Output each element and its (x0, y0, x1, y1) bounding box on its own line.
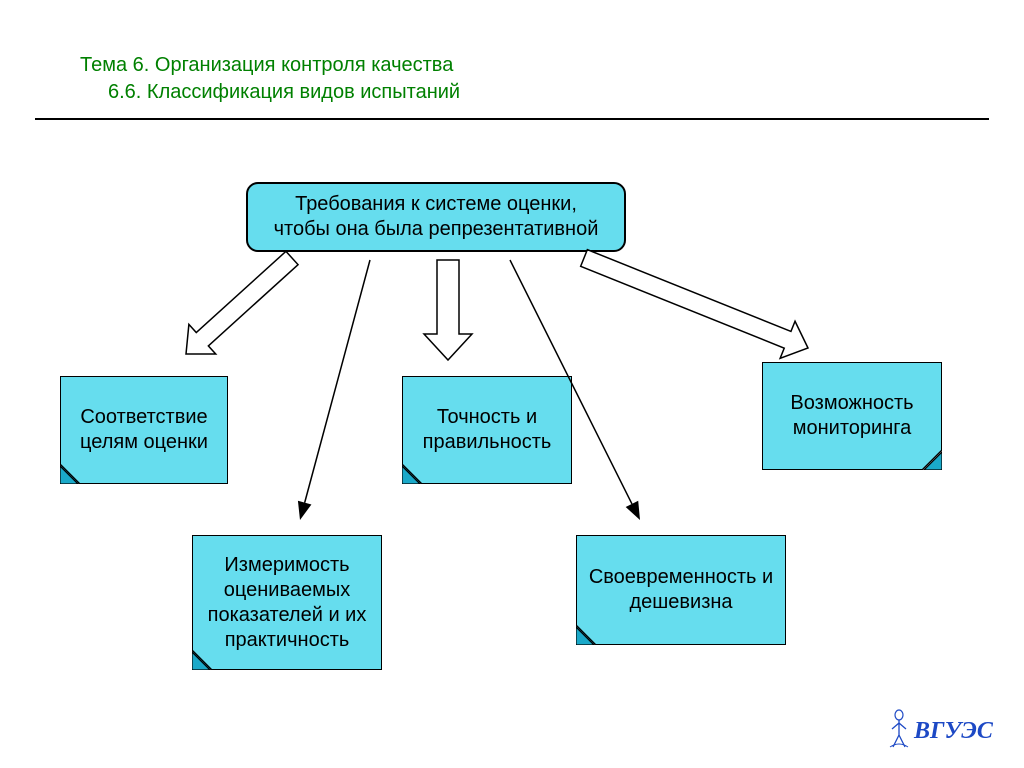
logo: ВГУЭС (884, 705, 994, 750)
top-box-line-2: чтобы она была репрезентативной (274, 217, 599, 242)
slide-title: Тема 6. Организация контроля качества 6.… (80, 52, 460, 106)
note-text: Измеримость оцениваемых показателей и их… (203, 553, 371, 653)
block-arrow (424, 260, 472, 360)
note-text: Точность и правильность (413, 405, 561, 455)
thin-arrow-line (305, 260, 370, 503)
block-arrow (581, 250, 808, 359)
note-box-n2: Измеримость оцениваемых показателей и их… (192, 535, 382, 670)
note-box-n1: Соответствие целям оценки (60, 376, 228, 484)
top-requirements-box: Требования к системе оценки, чтобы она б… (246, 182, 626, 252)
top-box-line-1: Требования к системе оценки, (274, 192, 599, 217)
note-text: Соответствие целям оценки (71, 405, 217, 455)
note-box-n5: Возможность мониторинга (762, 362, 942, 470)
note-text: Своевременность и дешевизна (587, 565, 775, 615)
thin-arrow-head (298, 501, 312, 520)
note-box-n3: Точность и правильность (402, 376, 572, 484)
title-line-2: 6.6. Классификация видов испытаний (80, 79, 460, 106)
logo-text: ВГУЭС (913, 718, 994, 744)
title-line-1: Тема 6. Организация контроля качества (80, 52, 460, 79)
title-underline (35, 118, 989, 120)
note-box-n4: Своевременность и дешевизна (576, 535, 786, 645)
note-text: Возможность мониторинга (773, 391, 931, 441)
block-arrow (186, 251, 298, 354)
logo-figure-icon (890, 710, 908, 747)
thin-arrow-head (626, 501, 640, 520)
